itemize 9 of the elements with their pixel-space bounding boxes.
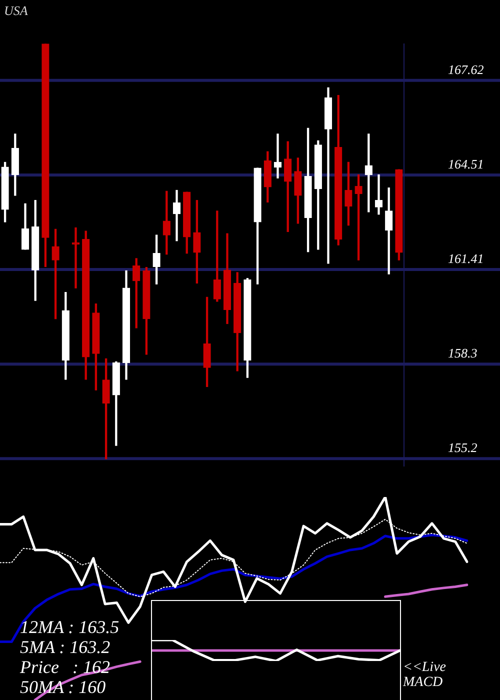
y-tick-label: 167.62: [448, 62, 484, 77]
y-tick-label: 155.2: [448, 440, 478, 456]
annotation: 5MA : 163.2: [20, 637, 110, 658]
chart-title: USA: [4, 3, 28, 19]
y-tick-label: 161.41: [448, 250, 484, 266]
y-tick-label: 158.3: [448, 346, 478, 361]
annotation: <<Live MACD: [403, 660, 447, 690]
y-tick-label: 164.51: [448, 156, 484, 172]
annotation: 12MA : 163.5: [20, 617, 120, 638]
